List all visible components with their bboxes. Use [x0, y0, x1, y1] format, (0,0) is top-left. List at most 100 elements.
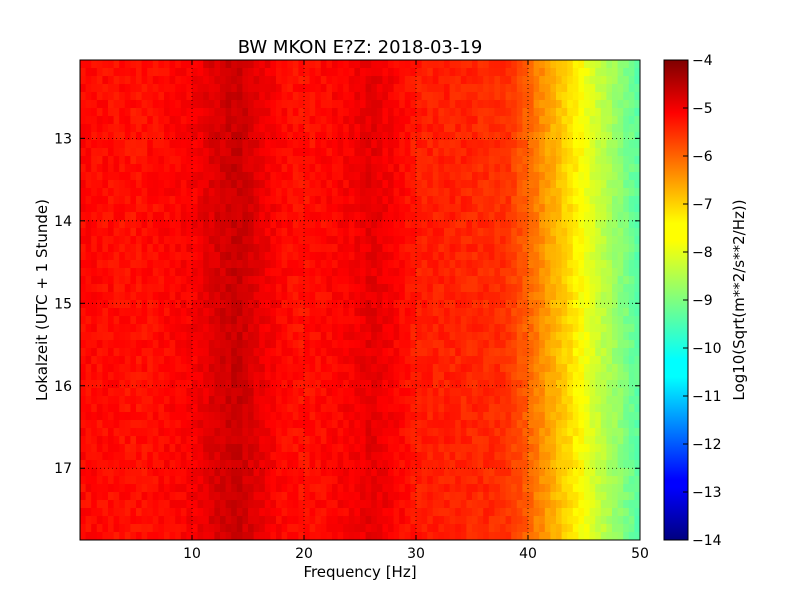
heatmap-cell — [248, 300, 254, 309]
heatmap-cell — [623, 92, 630, 101]
heatmap-cell — [354, 268, 361, 277]
heatmap-cell — [421, 220, 428, 229]
heatmap-cell — [404, 404, 411, 413]
heatmap-cell — [175, 308, 182, 317]
heatmap-cell — [623, 236, 630, 245]
heatmap-cell — [236, 84, 243, 93]
heatmap-cell — [130, 148, 137, 157]
heatmap-cell — [556, 212, 562, 221]
heatmap-cell — [584, 276, 590, 285]
heatmap-cell — [354, 76, 361, 85]
heatmap-cell — [606, 436, 613, 445]
heatmap-cell — [556, 156, 562, 165]
heatmap-cell — [522, 164, 529, 173]
heatmap-cell — [203, 284, 210, 293]
heatmap-cell — [158, 148, 165, 157]
heatmap-cell — [186, 420, 193, 429]
heatmap-cell — [505, 188, 512, 197]
heatmap-cell — [572, 76, 579, 85]
heatmap-cell — [393, 60, 400, 69]
heatmap-cell — [152, 452, 159, 461]
heatmap-cell — [444, 60, 450, 69]
heatmap-cell — [186, 332, 193, 341]
heatmap-cell — [589, 84, 596, 93]
heatmap-cell — [449, 380, 456, 389]
heatmap-cell — [124, 260, 131, 269]
heatmap-cell — [539, 388, 546, 397]
heatmap-cell — [214, 220, 221, 229]
heatmap-cell — [612, 220, 618, 229]
heatmap-cell — [432, 332, 439, 341]
heatmap-cell — [628, 156, 635, 165]
heatmap-cell — [158, 452, 165, 461]
heatmap-cell — [108, 68, 114, 77]
heatmap-cell — [85, 316, 92, 325]
heatmap-cell — [124, 84, 131, 93]
heatmap-cell — [595, 428, 602, 437]
heatmap-cell — [578, 244, 585, 253]
heatmap-cell — [561, 100, 568, 109]
heatmap-cell — [141, 316, 148, 325]
heatmap-cell — [309, 348, 316, 357]
heatmap-cell — [180, 68, 187, 77]
heatmap-cell — [158, 412, 165, 421]
heatmap-cell — [180, 148, 187, 157]
heatmap-cell — [276, 420, 282, 429]
heatmap-cell — [186, 252, 193, 261]
heatmap-cell — [556, 436, 562, 445]
heatmap-cell — [472, 268, 478, 277]
heatmap-cell — [91, 188, 98, 197]
heatmap-cell — [556, 244, 562, 253]
heatmap-cell — [315, 332, 322, 341]
heatmap-cell — [416, 436, 422, 445]
heatmap-cell — [528, 372, 534, 381]
heatmap-cell — [500, 292, 506, 301]
heatmap-cell — [544, 220, 551, 229]
heatmap-cell — [550, 340, 557, 349]
heatmap-cell — [96, 348, 103, 357]
heatmap-cell — [315, 428, 322, 437]
heatmap-cell — [147, 324, 154, 333]
heatmap-cell — [80, 236, 86, 245]
heatmap-cell — [348, 220, 355, 229]
heatmap-cell — [208, 276, 215, 285]
heatmap-cell — [203, 252, 210, 261]
heatmap-cell — [354, 164, 361, 173]
heatmap-cell — [225, 244, 232, 253]
heatmap-cell — [281, 348, 288, 357]
heatmap-cell — [533, 228, 540, 237]
heatmap-cell — [158, 100, 165, 109]
heatmap-cell — [281, 180, 288, 189]
heatmap-cell — [472, 92, 478, 101]
heatmap-cell — [164, 228, 170, 237]
heatmap-cell — [309, 236, 316, 245]
heatmap-cell — [617, 308, 624, 317]
heatmap-cell — [113, 380, 120, 389]
heatmap-cell — [141, 60, 148, 69]
heatmap-cell — [192, 428, 198, 437]
heatmap-cell — [320, 276, 327, 285]
heatmap-cell — [572, 268, 579, 277]
heatmap-cell — [572, 164, 579, 173]
heatmap-cell — [500, 228, 506, 237]
heatmap-cell — [516, 356, 523, 365]
heatmap-cell — [427, 244, 434, 253]
heatmap-cell — [561, 156, 568, 165]
heatmap-cell — [136, 444, 142, 453]
heatmap-cell — [119, 244, 126, 253]
heatmap-cell — [595, 356, 602, 365]
heatmap-cell — [259, 396, 266, 405]
heatmap-cell — [343, 300, 350, 309]
heatmap-cell — [253, 108, 260, 117]
heatmap-cell — [214, 124, 221, 133]
heatmap-cell — [511, 300, 518, 309]
heatmap-cell — [477, 436, 484, 445]
heatmap-cell — [214, 356, 221, 365]
heatmap-cell — [248, 180, 254, 189]
heatmap-cell — [600, 284, 607, 293]
heatmap-cell — [315, 236, 322, 245]
heatmap-cell — [561, 396, 568, 405]
heatmap-cell — [393, 396, 400, 405]
heatmap-cell — [410, 340, 417, 349]
heatmap-cell — [259, 404, 266, 413]
